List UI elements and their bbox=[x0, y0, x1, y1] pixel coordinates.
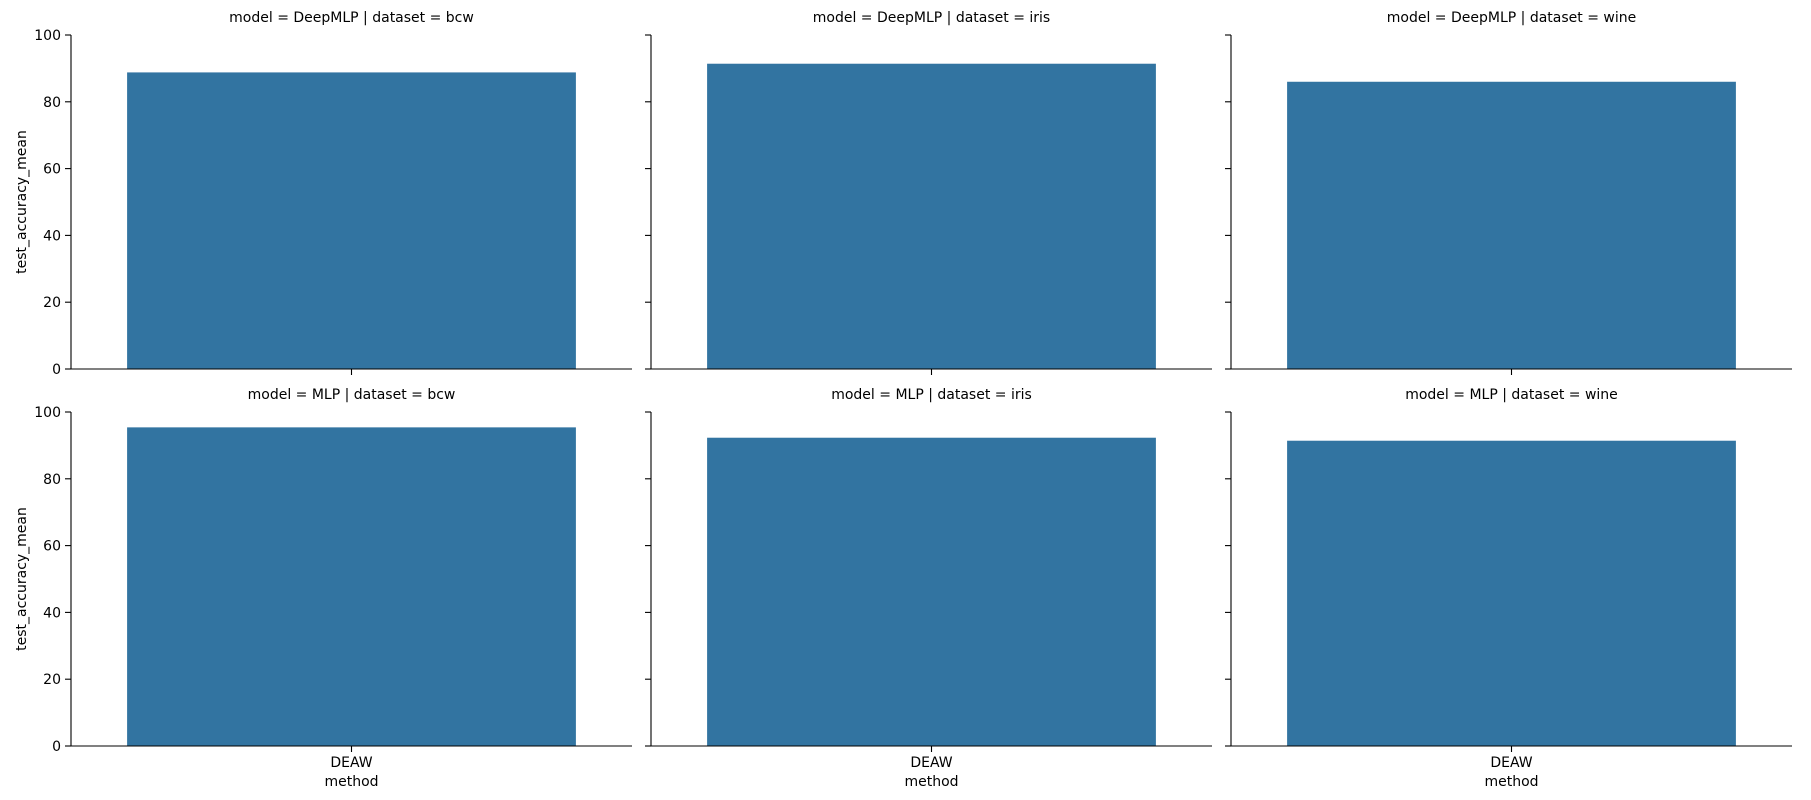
x-axis-label: method bbox=[324, 774, 378, 790]
bar-deaw bbox=[127, 427, 576, 746]
y-tick-label: 0 bbox=[52, 739, 61, 755]
y-tick-label: 20 bbox=[43, 295, 61, 311]
y-axis-label: test_accuracy_mean bbox=[14, 507, 30, 651]
panel-title: model = MLP | dataset = iris bbox=[831, 387, 1032, 403]
bar-deaw bbox=[127, 72, 576, 370]
y-tick-label: 80 bbox=[43, 472, 61, 488]
x-axis-label: method bbox=[904, 774, 958, 790]
y-tick-label: 40 bbox=[43, 228, 61, 244]
panel-title: model = DeepMLP | dataset = iris bbox=[813, 10, 1050, 26]
y-axis-label: test_accuracy_mean bbox=[14, 130, 30, 274]
bar-deaw bbox=[1287, 81, 1736, 369]
panel-title: model = DeepMLP | dataset = bcw bbox=[229, 10, 474, 26]
x-axis-label: method bbox=[1484, 774, 1538, 790]
bar-deaw bbox=[1287, 440, 1736, 746]
y-tick-label: 100 bbox=[34, 405, 61, 421]
panel-title: model = DeepMLP | dataset = wine bbox=[1387, 10, 1636, 26]
y-tick-label: 40 bbox=[43, 605, 61, 621]
x-tick-label: DEAW bbox=[910, 755, 952, 771]
y-tick-label: 0 bbox=[52, 362, 61, 378]
bar-deaw bbox=[707, 63, 1156, 369]
x-tick-label: DEAW bbox=[1490, 755, 1532, 771]
y-tick-label: 80 bbox=[43, 95, 61, 111]
bar-deaw bbox=[707, 437, 1156, 746]
y-tick-label: 60 bbox=[43, 539, 61, 555]
y-tick-label: 100 bbox=[34, 28, 61, 44]
panel-title: model = MLP | dataset = wine bbox=[1405, 387, 1618, 403]
panel-title: model = MLP | dataset = bcw bbox=[248, 387, 456, 403]
y-tick-label: 20 bbox=[43, 672, 61, 688]
x-tick-label: DEAW bbox=[330, 755, 372, 771]
y-tick-label: 60 bbox=[43, 162, 61, 178]
